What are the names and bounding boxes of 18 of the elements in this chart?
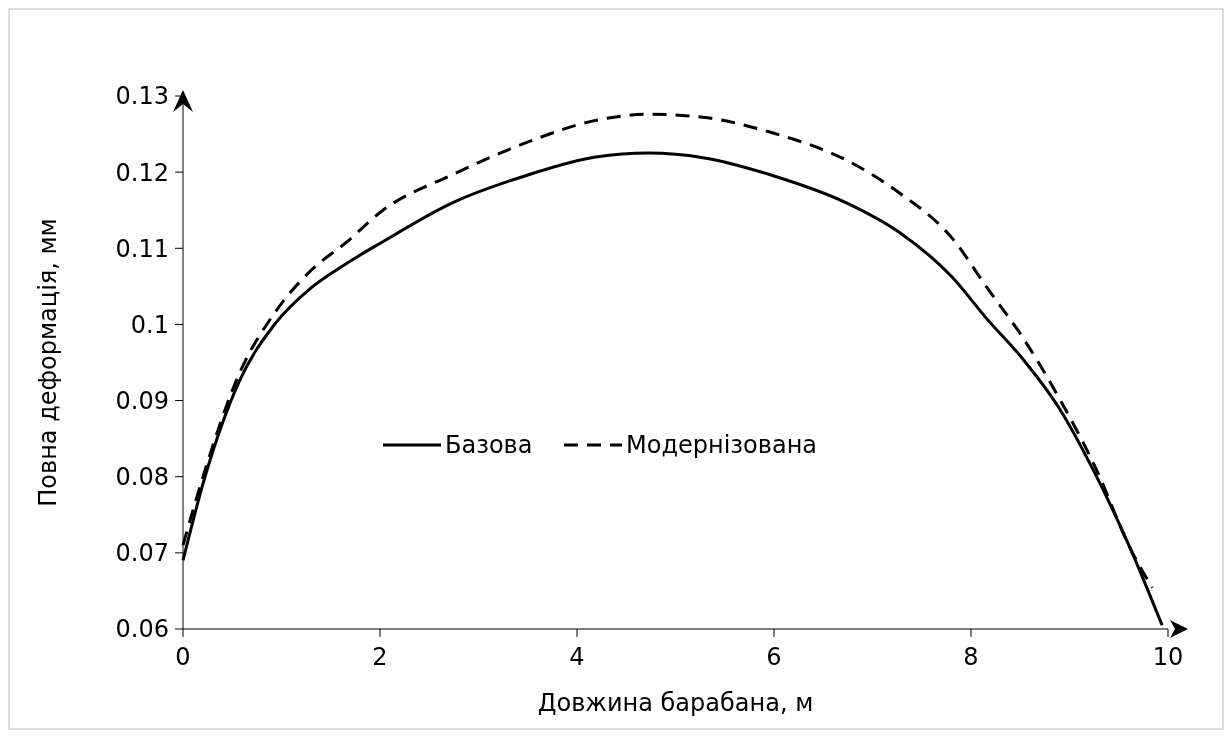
x-tick-label: 0: [175, 643, 191, 671]
x-axis-title: Довжина барабана, м: [537, 689, 814, 717]
x-tick-label: 4: [569, 643, 585, 671]
y-tick-label: 0.07: [115, 539, 169, 568]
legend-label: Модернізована: [626, 431, 818, 460]
y-tick-label: 0.12: [115, 158, 169, 187]
y-tick-label: 0.08: [115, 463, 169, 492]
x-tick-label: 2: [372, 643, 388, 671]
y-tick-label: 0.13: [115, 82, 169, 111]
y-axis-title: Повна деформація, мм: [34, 218, 62, 507]
y-tick-label: 0.1: [130, 310, 169, 339]
y-tick-label: 0.06: [115, 615, 169, 644]
x-tick-label: 8: [963, 643, 979, 671]
x-tick-label: 10: [1152, 643, 1184, 671]
x-tick-label: 6: [766, 643, 782, 671]
legend-label: Базова: [445, 431, 533, 460]
y-tick-label: 0.09: [115, 386, 169, 415]
y-tick-label: 0.11: [115, 234, 169, 263]
